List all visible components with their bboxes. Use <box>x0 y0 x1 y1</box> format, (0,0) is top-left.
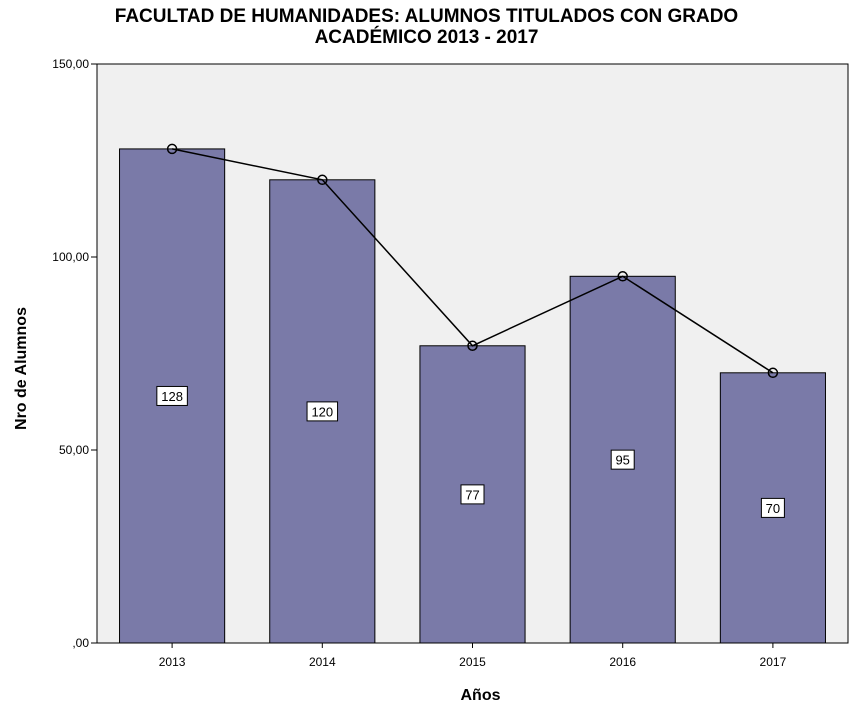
y-axis-title: Nro de Alumnos <box>13 307 30 430</box>
series-point <box>317 174 328 186</box>
chart-title-line-1: FACULTAD DE HUMANIDADES: ALUMNOS TITULAD… <box>114 6 739 27</box>
x-tick-label: 2016 <box>609 655 636 669</box>
y-tick-label: 50,00 <box>59 443 89 457</box>
series-point <box>767 367 779 379</box>
x-tick-label: 2014 <box>309 655 336 669</box>
x-tick-label: 2017 <box>760 655 787 669</box>
series-line <box>171 148 774 374</box>
x-axis-title: Años <box>461 687 501 704</box>
chart-title: FACULTAD DE HUMANIDADES: ALUMNOS TITULAD… <box>0 6 853 48</box>
data-label-box <box>610 449 635 470</box>
y-tick-label: ,00 <box>72 636 89 650</box>
x-tick-label: 2013 <box>159 655 186 669</box>
data-label-box <box>460 484 485 505</box>
data-label: 128 <box>161 389 183 404</box>
series-point <box>166 143 178 155</box>
y-tick-label: 100,00 <box>52 250 89 264</box>
data-label-box <box>156 385 188 406</box>
data-label: 95 <box>615 453 629 468</box>
data-label: 70 <box>766 501 780 516</box>
y-tick-label: 150,00 <box>52 57 89 71</box>
x-tick-label: 2015 <box>459 655 486 669</box>
chart-title-line-2: ACADÉMICO 2013 - 2017 <box>314 27 539 48</box>
data-label: 120 <box>311 404 333 419</box>
data-label: 77 <box>465 487 479 502</box>
data-label-box <box>760 497 785 518</box>
series-point <box>617 271 628 282</box>
series-point <box>467 340 478 352</box>
data-label-box <box>306 401 339 422</box>
